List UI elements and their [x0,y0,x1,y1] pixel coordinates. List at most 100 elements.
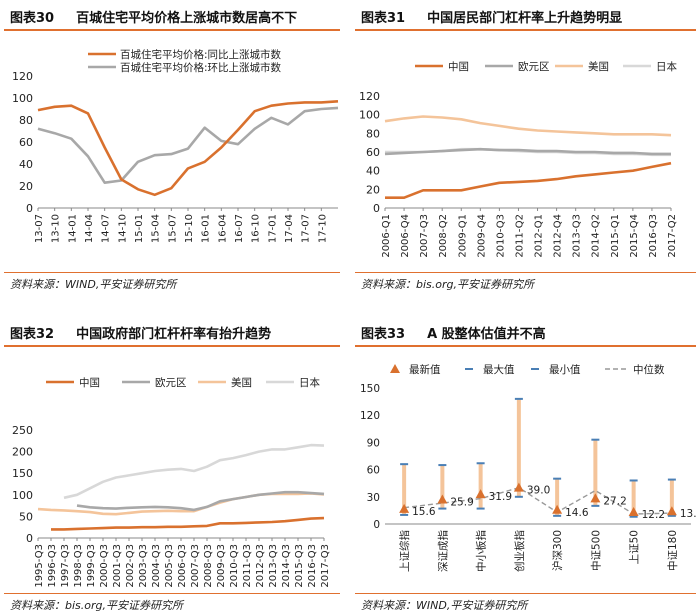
x-tick-label: 中小板指 [475,530,488,572]
x-tick-label: 2001-Q3 [112,544,123,588]
median-line [404,486,672,515]
legend-label: 百城住宅平均价格:环比上涨城市数 [120,61,282,74]
x-tick-label: 2011-Q2 [514,214,525,258]
x-tick-label: 2017-Q3 [320,544,331,588]
latest-marker [399,503,410,513]
x-tick-label: 1999-Q3 [86,544,97,588]
x-tick-label: 深证成指 [436,530,449,572]
y-tick-label: 100 [12,92,33,105]
y-tick-label: 120 [12,70,33,83]
y-tick-label: 30 [367,492,380,504]
panel-title: 图表33 A 股整体估值并不高 [355,318,696,344]
y-tick-label: 250 [12,424,33,437]
panel-government-leverage: 图表32 中国政府部门杠杆杆率有抬升趋势 0 50 100 150 200 250 1995-… [4,318,340,614]
y-tick-label: 60 [19,136,33,149]
series-line-中国 [385,161,672,199]
x-tick-label: 上证50 [629,530,641,564]
figure-number: 图表33 [361,327,406,342]
source-rule [4,593,340,594]
figure-title: 中国居民部门杠杆率上升趋势明显 [427,11,623,26]
title-rule [4,345,340,347]
source-note: 资料来源：WIND,平安证券研究所 [10,278,177,291]
figure-number: 图表30 [10,11,55,26]
x-tick-label: 2015-Q4 [629,214,640,258]
x-tick-label: 1995-Q3 [34,544,45,588]
panel-title: 图表32 中国政府部门杠杆杆率有抬升趋势 [4,318,340,344]
x-tick-label: 17-04 [284,214,295,243]
title-rule [4,29,340,31]
x-tick-label: 2010-Q3 [229,544,240,588]
x-tick-label: 2000-Q3 [99,544,110,588]
series-line-中国 [51,516,325,531]
x-tick-label: 2004-Q3 [151,544,162,588]
data-label: 15.6 [412,506,436,518]
y-tick-label: 40 [366,165,380,178]
legend-label: 欧元区 [518,61,550,73]
x-tick-label: 2011-Q3 [242,544,253,588]
y-tick-label: 0 [373,202,380,215]
legend-label: 中国 [448,60,469,73]
data-label: 12.2 [642,509,665,521]
x-tick-label: 15-01 [134,214,145,243]
x-tick-label: 2012-Q1 [534,214,545,258]
x-tick-label: 2016-Q3 [307,544,318,588]
y-tick-label: 80 [366,127,380,140]
x-tick-label: 15-07 [167,214,178,243]
latest-marker [628,506,639,516]
data-label: 25.9 [450,497,473,509]
data-label: 27.2 [603,495,626,507]
x-tick-label: 2006-Q4 [400,214,411,258]
series-line-美国 [37,492,325,516]
title-rule [355,345,696,347]
x-tick-label: 13-07 [34,214,45,243]
legend-label: 欧元区 [155,377,187,389]
x-tick-label: 17-01 [267,214,278,243]
legend-label: 最小值 [549,363,581,376]
x-tick-label: 2007-Q3 [419,214,430,258]
x-tick-label: 13-10 [51,214,62,243]
y-tick-label: 0 [26,532,33,545]
x-tick-label: 沪深300 [551,530,564,571]
legend-label: 日本 [299,376,320,389]
legend-label: 美国 [231,376,252,389]
x-tick-label: 2008-Q2 [438,214,449,258]
y-tick-label: 100 [359,109,380,122]
legend-label: 中位数 [633,363,665,376]
latest-marker [552,504,563,514]
data-label: 13.0 [680,508,696,520]
source-note: 资料来源：bis.org,平安证券研究所 [361,278,534,291]
y-tick-label: 0 [26,202,33,215]
y-tick-label: 150 [360,383,380,395]
x-tick-label: 2010-Q3 [495,214,506,258]
x-tick-label: 2002-Q3 [125,544,136,588]
chart-housing-price-cities: 0 20 40 60 80 100 120 13-07 13-10 14-01 14-04 14-07… [12,48,339,243]
series-line-日本 [63,443,325,500]
y-tick-label: 50 [19,510,33,523]
x-tick-label: 1997-Q3 [60,544,71,588]
latest-marker [437,494,448,504]
latest-marker [590,493,601,503]
x-tick-label: 16-04 [217,214,228,243]
y-tick-label: 20 [19,180,33,193]
latest-marker [666,506,677,516]
source-note: 资料来源：WIND,平安证券研究所 [361,599,528,612]
x-tick-label: 1996-Q3 [47,544,58,588]
panel-title: 图表30 百城住宅平均价格上涨城市数居高不下 [4,2,340,28]
figure-number: 图表32 [10,327,55,342]
figure-title: 百城住宅平均价格上涨城市数居高不下 [76,11,298,26]
x-tick-label: 16-10 [251,214,262,243]
legend-label: 最大值 [483,363,515,376]
x-tick-label: 2014-Q2 [591,214,602,258]
x-tick-label: 14-07 [101,214,112,243]
x-tick-label: 16-07 [234,214,245,243]
x-tick-label: 2012-Q3 [255,544,266,588]
legend-label: 中国 [79,376,100,389]
figure-title: A 股整体估值并不高 [427,327,546,342]
x-tick-label: 14-10 [117,214,128,243]
y-tick-label: 40 [19,158,33,171]
source-rule [4,272,340,273]
latest-marker [513,482,524,492]
y-tick-label: 120 [359,90,380,103]
x-tick-label: 创业板指 [513,530,526,572]
source-note: 资料来源：bis.org,平安证券研究所 [10,599,183,612]
